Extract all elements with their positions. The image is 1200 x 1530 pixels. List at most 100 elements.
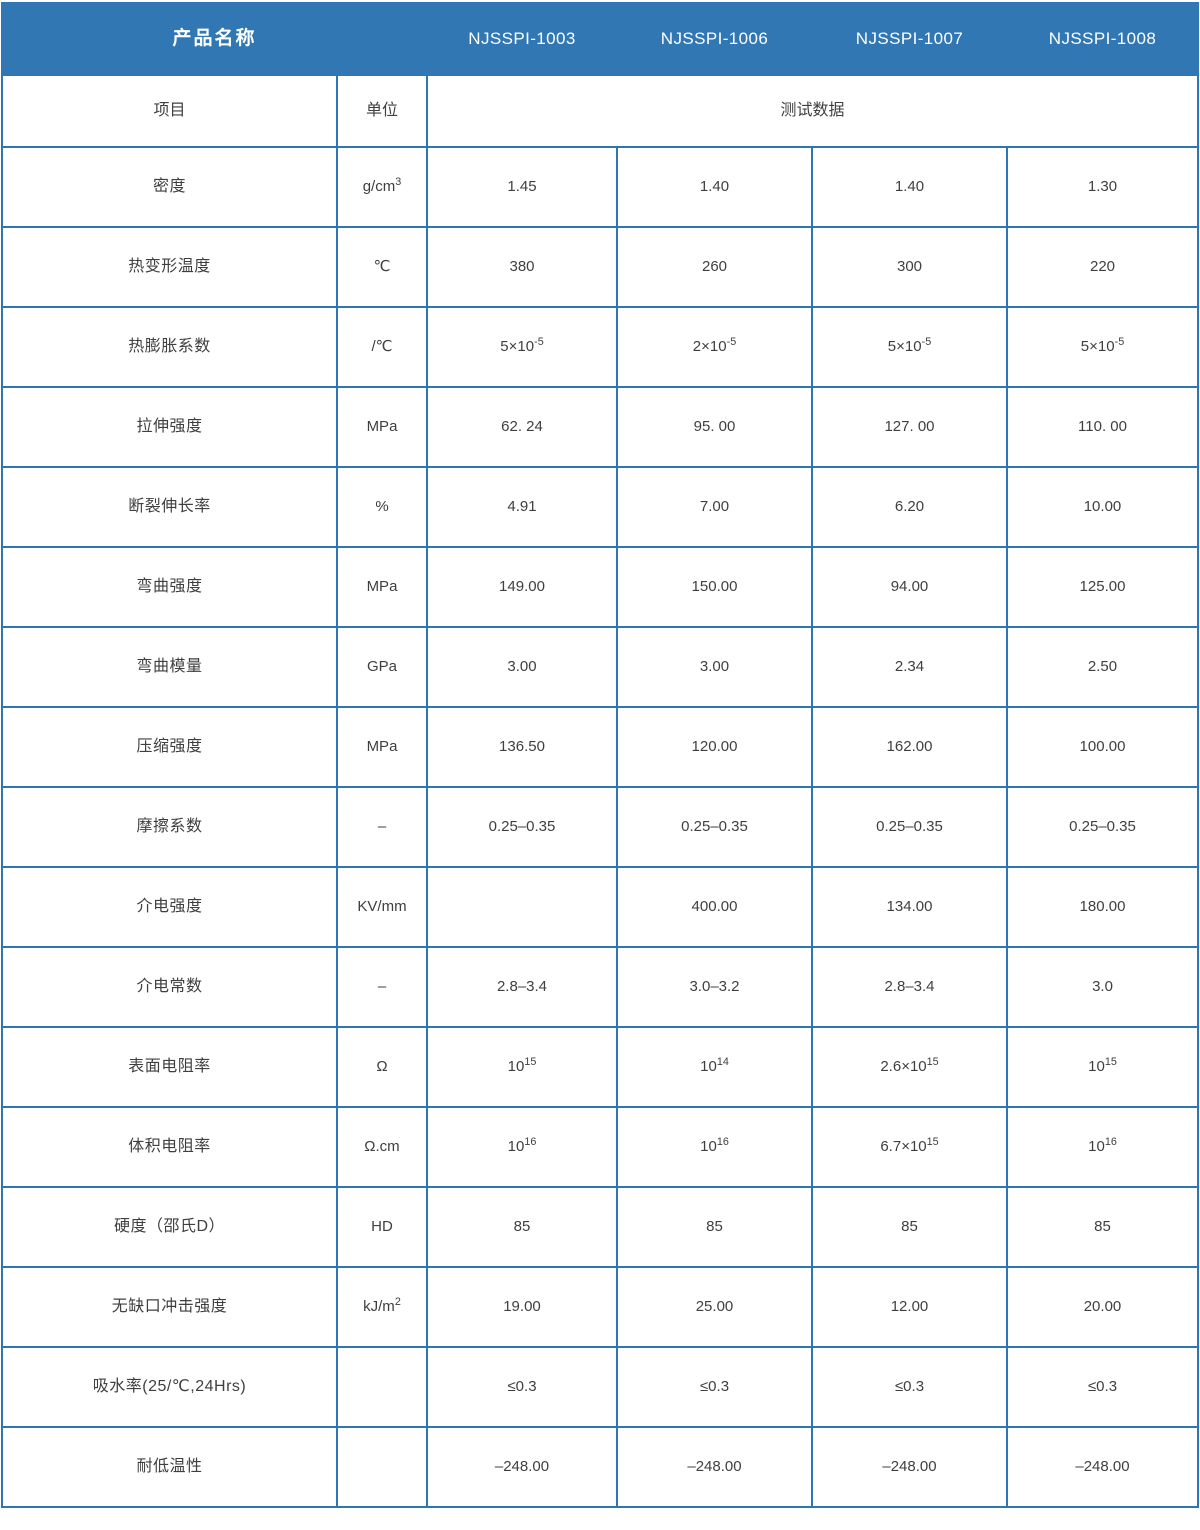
cell-unit: kJ/m2 xyxy=(335,1266,429,1348)
cell-value-NJSSPI-1003 xyxy=(426,866,618,948)
cell-value-NJSSPI-1007: 2.6×1015 xyxy=(811,1026,1008,1108)
cell-value-NJSSPI-1006: 1.40 xyxy=(616,146,813,228)
cell-item-密度: 密度 xyxy=(0,146,338,228)
cell-value-NJSSPI-1008: 2.50 xyxy=(1006,626,1199,708)
cell-value-NJSSPI-1006: 85 xyxy=(616,1186,813,1268)
cell-item-无缺口冲击强度: 无缺口冲击强度 xyxy=(0,1266,338,1348)
cell-value-NJSSPI-1006: 1014 xyxy=(616,1026,813,1108)
cell-value-NJSSPI-1007: 300 xyxy=(811,226,1008,308)
cell-value-NJSSPI-1003: –248.00 xyxy=(426,1426,618,1508)
table-row: 介电常数 –2.8–3.4 3.0–3.2 2.8–3.4 3.0 xyxy=(0,946,1199,1028)
cell-item-弯曲强度: 弯曲强度 xyxy=(0,546,338,628)
cell-value-NJSSPI-1007: 127. 00 xyxy=(811,386,1008,468)
subheader-unit-label: 单位 xyxy=(335,74,429,148)
cell-value-NJSSPI-1003: 3.00 xyxy=(426,626,618,708)
cell-value-NJSSPI-1008: 220 xyxy=(1006,226,1199,308)
table-row: 拉伸强度 MPa 62. 24 95. 00 127. 00 110. 00 xyxy=(0,386,1199,468)
cell-unit xyxy=(335,1426,429,1508)
cell-item-弯曲模量: 弯曲模量 xyxy=(0,626,338,708)
cell-value-NJSSPI-1003: 149.00 xyxy=(426,546,618,628)
cell-value-NJSSPI-1006: 120.00 xyxy=(616,706,813,788)
cell-value-NJSSPI-1003: 2.8–3.4 xyxy=(426,946,618,1028)
table-row: 吸水率(25/℃,24Hrs) ≤0.3 ≤0.3 ≤0.3 ≤0.3 xyxy=(0,1346,1199,1428)
cell-value-NJSSPI-1006: –248.00 xyxy=(616,1426,813,1508)
table-row: 断裂伸长率% 4.91 7.00 6.20 10.00 xyxy=(0,466,1199,548)
cell-value-NJSSPI-1003: 5×10-5 xyxy=(426,306,618,388)
cell-value-NJSSPI-1007: 1.40 xyxy=(811,146,1008,228)
cell-unit: g/cm3 xyxy=(335,146,429,228)
cell-value-NJSSPI-1003: 380 xyxy=(426,226,618,308)
cell-item-热膨胀系数: 热膨胀系数 xyxy=(0,306,338,388)
header-model-njsspi-1007: NJSSPI-1007 xyxy=(811,2,1008,76)
cell-unit: – xyxy=(335,946,429,1028)
cell-value-NJSSPI-1007: 85 xyxy=(811,1186,1008,1268)
cell-value-NJSSPI-1007: 6.7×1015 xyxy=(811,1106,1008,1188)
cell-unit: – xyxy=(335,786,429,868)
header-model-njsspi-1006: NJSSPI-1006 xyxy=(616,2,813,76)
cell-value-NJSSPI-1008: 125.00 xyxy=(1006,546,1199,628)
cell-value-NJSSPI-1006: 3.00 xyxy=(616,626,813,708)
cell-value-NJSSPI-1003: 1.45 xyxy=(426,146,618,228)
cell-value-NJSSPI-1008: ≤0.3 xyxy=(1006,1346,1199,1428)
cell-value-NJSSPI-1008: 110. 00 xyxy=(1006,386,1199,468)
header-row-models: 产品名称 NJSSPI-1003 NJSSPI-1006 NJSSPI-1007… xyxy=(0,2,1199,76)
cell-unit: /℃ xyxy=(335,306,429,388)
cell-value-NJSSPI-1008: 3.0 xyxy=(1006,946,1199,1028)
subheader-test-data-label: 测试数据 xyxy=(426,74,1199,148)
cell-value-NJSSPI-1007: 6.20 xyxy=(811,466,1008,548)
table-row: 无缺口冲击强度 kJ/m2 19.00 25.00 12.00 20.00 xyxy=(0,1266,1199,1348)
cell-value-NJSSPI-1003: 1015 xyxy=(426,1026,618,1108)
subheader-item-label: 项目 xyxy=(0,74,338,148)
cell-value-NJSSPI-1006: 0.25–0.35 xyxy=(616,786,813,868)
table-row: 弯曲模量 GPa 3.00 3.00 2.34 2.50 xyxy=(0,626,1199,708)
cell-item-摩擦系数: 摩擦系数 xyxy=(0,786,338,868)
header-model-njsspi-1008: NJSSPI-1008 xyxy=(1006,2,1199,76)
cell-value-NJSSPI-1008: 1015 xyxy=(1006,1026,1199,1108)
cell-item-拉伸强度: 拉伸强度 xyxy=(0,386,338,468)
table-header: 产品名称 NJSSPI-1003 NJSSPI-1006 NJSSPI-1007… xyxy=(0,2,1199,148)
cell-item-吸水率-25-24Hrs: 吸水率(25/℃,24Hrs) xyxy=(0,1346,338,1428)
cell-value-NJSSPI-1008: 85 xyxy=(1006,1186,1199,1268)
table-row: 体积电阻率 Ω.cm 1016 1016 6.7×1015 1016 xyxy=(0,1106,1199,1188)
cell-value-NJSSPI-1007: 5×10-5 xyxy=(811,306,1008,388)
cell-value-NJSSPI-1003: 19.00 xyxy=(426,1266,618,1348)
cell-value-NJSSPI-1007: 94.00 xyxy=(811,546,1008,628)
cell-unit: MPa xyxy=(335,706,429,788)
cell-value-NJSSPI-1007: 2.34 xyxy=(811,626,1008,708)
cell-value-NJSSPI-1007: –248.00 xyxy=(811,1426,1008,1508)
table-row: 密度 g/cm3 1.45 1.40 1.40 1.30 xyxy=(0,146,1199,228)
cell-value-NJSSPI-1008: –248.00 xyxy=(1006,1426,1199,1508)
cell-unit: Ω xyxy=(335,1026,429,1108)
cell-value-NJSSPI-1003: ≤0.3 xyxy=(426,1346,618,1428)
table-row: 弯曲强度 MPa 149.00 150.00 94.00 125.00 xyxy=(0,546,1199,628)
cell-unit xyxy=(335,1346,429,1428)
table-row: 表面电阻率 Ω 1015 1014 2.6×1015 1015 xyxy=(0,1026,1199,1108)
header-model-njsspi-1003: NJSSPI-1003 xyxy=(426,2,618,76)
cell-unit: % xyxy=(335,466,429,548)
cell-value-NJSSPI-1007: ≤0.3 xyxy=(811,1346,1008,1428)
cell-item-耐低温性: 耐低温性 xyxy=(0,1426,338,1508)
cell-value-NJSSPI-1007: 2.8–3.4 xyxy=(811,946,1008,1028)
cell-value-NJSSPI-1006: 150.00 xyxy=(616,546,813,628)
table-row: 热变形温度 ℃ 380 260 300 220 xyxy=(0,226,1199,308)
table-row: 耐低温性 –248.00 –248.00 –248.00 –248.00 xyxy=(0,1426,1199,1508)
cell-unit: GPa xyxy=(335,626,429,708)
cell-value-NJSSPI-1006: 7.00 xyxy=(616,466,813,548)
header-row-subtitles: 项目 单位 测试数据 xyxy=(0,74,1199,148)
cell-value-NJSSPI-1007: 0.25–0.35 xyxy=(811,786,1008,868)
cell-unit: KV/mm xyxy=(335,866,429,948)
cell-item-表面电阻率: 表面电阻率 xyxy=(0,1026,338,1108)
cell-item-体积电阻率: 体积电阻率 xyxy=(0,1106,338,1188)
cell-unit: ℃ xyxy=(335,226,429,308)
table-row: 介电强度 KV/mm 400.00 134.00 180.00 xyxy=(0,866,1199,948)
cell-value-NJSSPI-1006: 1016 xyxy=(616,1106,813,1188)
cell-value-NJSSPI-1003: 0.25–0.35 xyxy=(426,786,618,868)
cell-value-NJSSPI-1006: 400.00 xyxy=(616,866,813,948)
cell-value-NJSSPI-1008: 180.00 xyxy=(1006,866,1199,948)
cell-unit: MPa xyxy=(335,386,429,468)
cell-unit: MPa xyxy=(335,546,429,628)
cell-value-NJSSPI-1008: 1016 xyxy=(1006,1106,1199,1188)
cell-value-NJSSPI-1003: 136.50 xyxy=(426,706,618,788)
table-row: 压缩强度 MPa 136.50 120.00 162.00 100.00 xyxy=(0,706,1199,788)
